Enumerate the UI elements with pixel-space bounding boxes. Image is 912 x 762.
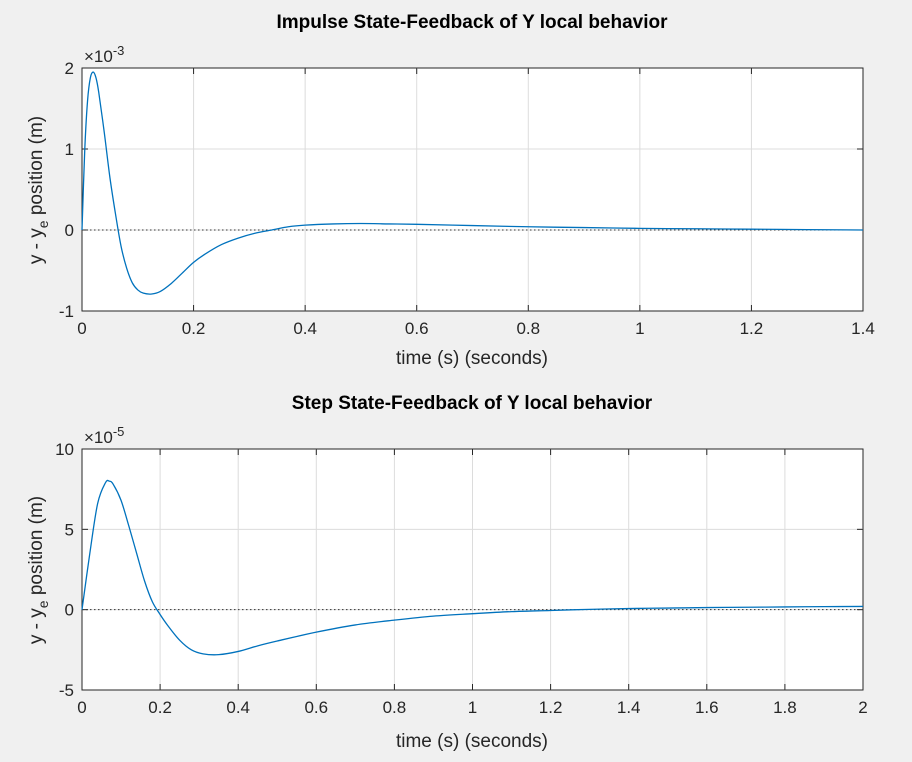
step-x-tick-label: 1: [468, 698, 477, 717]
step-x-axis-label: time (s) (seconds): [396, 731, 548, 752]
impulse-x-tick-label: 0.2: [182, 319, 206, 338]
impulse-x-tick-label: 0.8: [516, 319, 540, 338]
step-y-tick-label: 5: [65, 520, 74, 539]
impulse-x-tick-label: 0.4: [293, 319, 317, 338]
step-chart-title: Step State-Feedback of Y local behavior: [292, 393, 653, 414]
step-chart: Step State-Feedback of Y local behavior …: [26, 393, 868, 752]
step-x-tick-label: 1.4: [617, 698, 641, 717]
step-x-tick-label: 2: [858, 698, 867, 717]
impulse-y-tick-label: 2: [65, 59, 74, 78]
step-x-tick-label: 0.6: [304, 698, 328, 717]
impulse-y-axis-label: y - ye position (m): [26, 116, 51, 264]
impulse-chart: Impulse State-Feedback of Y local behavi…: [26, 12, 875, 369]
step-grid: [81, 448, 864, 691]
step-response-curve: [81, 479, 864, 656]
impulse-x-tick-label: 0: [77, 319, 86, 338]
step-y-axis-label: y - ye position (m): [26, 496, 51, 644]
impulse-x-tick-label: 1: [635, 319, 644, 338]
step-y-tick-label: 0: [65, 601, 74, 620]
impulse-chart-title: Impulse State-Feedback of Y local behavi…: [276, 12, 668, 33]
step-x-tick-label: 1.8: [773, 698, 797, 717]
step-x-tick-label: 0.2: [148, 698, 172, 717]
impulse-x-tick-labels: 0 0.2 0.4 0.6 0.8 1 1.2 1.4: [77, 319, 875, 338]
step-y-exponent: ×10-5: [84, 424, 124, 447]
impulse-x-tick-label: 1.4: [851, 319, 875, 338]
step-x-tick-label: 1.6: [695, 698, 719, 717]
step-x-tick-label: 0.4: [226, 698, 250, 717]
step-y-tick-label: 10: [55, 440, 74, 459]
step-y-tick-label: -5: [59, 681, 74, 700]
step-x-tick-labels: 0 0.2 0.4 0.6 0.8 1 1.2 1.4 1.6 1.8 2: [77, 698, 867, 717]
step-y-tick-labels: -5 0 5 10: [55, 440, 74, 700]
step-x-tick-label: 1.2: [539, 698, 563, 717]
impulse-y-tick-label: 1: [65, 140, 74, 159]
impulse-y-tick-label: 0: [65, 221, 74, 240]
step-x-tick-label: 0.8: [383, 698, 407, 717]
step-x-tick-label: 0: [77, 698, 86, 717]
impulse-x-tick-label: 1.2: [740, 319, 764, 338]
impulse-y-tick-label: -1: [59, 302, 74, 321]
impulse-response-curve: [81, 71, 864, 295]
impulse-y-exponent: ×10-3: [84, 43, 124, 66]
impulse-y-tick-labels: -1 0 1 2: [59, 59, 74, 321]
impulse-x-tick-label: 0.6: [405, 319, 429, 338]
impulse-grid: [81, 67, 864, 312]
impulse-plot-area: [81, 67, 864, 312]
impulse-x-axis-label: time (s) (seconds): [396, 348, 548, 369]
